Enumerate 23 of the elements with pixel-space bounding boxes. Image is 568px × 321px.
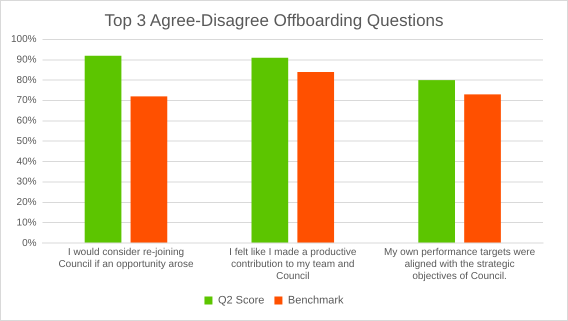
y-tick-label: 90% [16, 54, 37, 66]
bar [297, 72, 334, 242]
y-tick-label: 80% [16, 74, 37, 86]
y-tick-label: 50% [16, 136, 37, 147]
y-tick-label: 70% [16, 95, 37, 106]
x-tick-label: I would consider re-joining Council if an opportunity arose [58, 246, 194, 270]
y-tick-label: 60% [16, 116, 37, 127]
y-tick-label: 20% [16, 197, 37, 208]
bar [418, 80, 456, 242]
x-tick-label: I felt like I made a productive contribution to my team and Council [229, 246, 357, 282]
y-tick-label: 0% [22, 238, 37, 249]
y-tick-label: 100% [11, 34, 37, 46]
bar [130, 96, 168, 242]
x-tick-label: My own performance targets were aligned with the strategic objectives of Council. [384, 246, 536, 282]
y-tick-label: 10% [16, 217, 37, 228]
bar [84, 56, 122, 242]
bar [464, 94, 501, 242]
legend-label: Benchmark [288, 294, 344, 307]
legend-label: Q2 Score [218, 294, 264, 307]
y-tick-label: 30% [16, 176, 37, 188]
chart-title: Top 3 Agree-Disagree Offboarding Questions [104, 10, 444, 30]
y-tick-label: 40% [16, 156, 37, 168]
bar [252, 58, 288, 242]
